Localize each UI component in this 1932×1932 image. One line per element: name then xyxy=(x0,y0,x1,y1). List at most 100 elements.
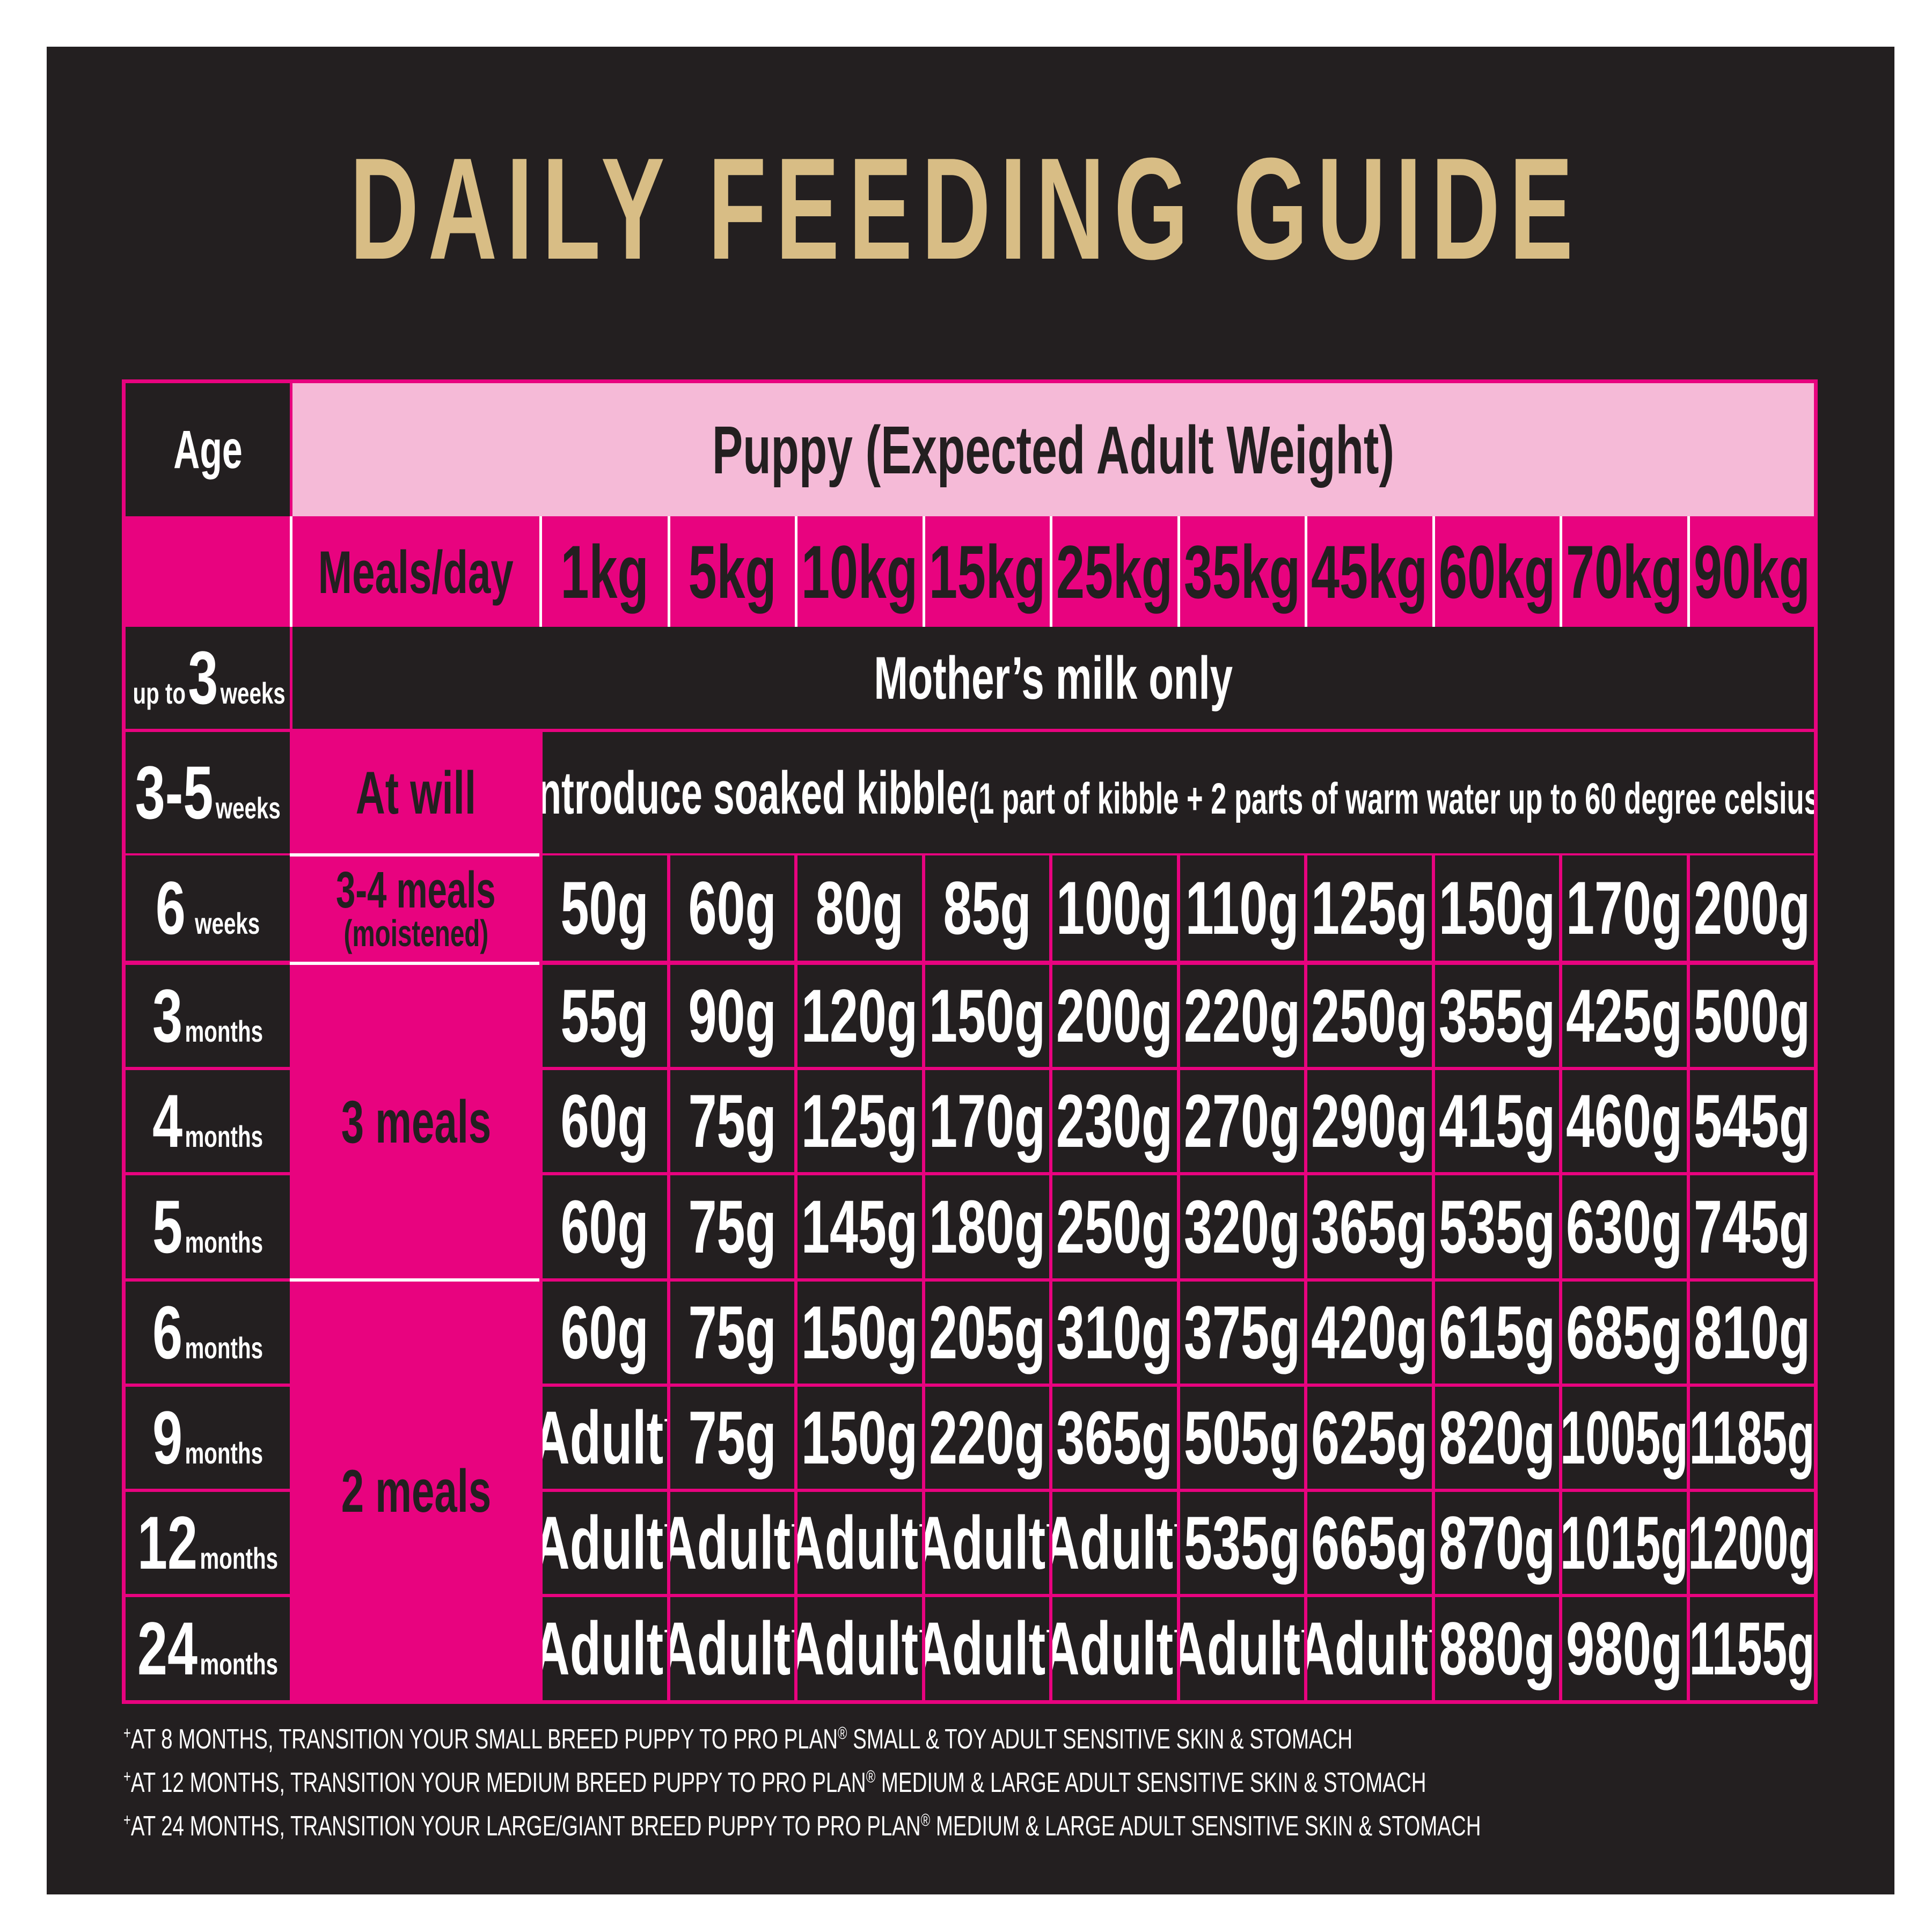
divider xyxy=(290,853,539,857)
mothers-milk-text: Mother’s milk only xyxy=(874,644,1233,712)
meals-2: 2 meals xyxy=(292,1282,539,1700)
footnote-mark: + xyxy=(1046,1507,1049,1544)
age-unit: months xyxy=(185,1331,263,1365)
mothers-milk-cell: Mother’s milk only xyxy=(292,627,1814,729)
footnote-text: AT 12 MONTHS, TRANSITION YOUR MEDIUM BRE… xyxy=(130,1767,866,1798)
divider xyxy=(1432,516,1435,627)
weight-header: 5kg xyxy=(670,521,794,624)
footnote-mark: + xyxy=(918,1613,921,1650)
feeding-amount: 80g xyxy=(797,855,922,961)
age-prefix: up to xyxy=(133,676,186,710)
feeding-amount-value: 220g xyxy=(1183,974,1300,1058)
footnote-mark: + xyxy=(663,1507,667,1544)
registered-mark: ® xyxy=(838,1723,847,1743)
header-age-label: Age xyxy=(173,419,243,480)
header-age: Age xyxy=(126,383,290,516)
divider xyxy=(1687,516,1690,627)
weight-header-label: 10kg xyxy=(801,530,918,614)
feeding-amount: 1200g xyxy=(1689,1492,1814,1594)
feeding-amount: 415g xyxy=(1435,1070,1559,1172)
feeding-amount: Adult+ xyxy=(543,1387,667,1489)
feeding-amount: 100g xyxy=(1052,855,1177,961)
feeding-amount-value: 80g xyxy=(815,866,904,950)
feeding-amount-value: 665g xyxy=(1311,1501,1428,1585)
age-row-9: 24months xyxy=(126,1597,290,1700)
divider xyxy=(290,1278,539,1282)
feeding-amount: 290g xyxy=(1307,1070,1432,1172)
feeding-amount-value: 75g xyxy=(688,1184,777,1269)
feeding-amount-value: 250g xyxy=(1311,974,1428,1058)
feeding-amount-value: 250g xyxy=(1056,1184,1173,1269)
feeding-amount-value: 180g xyxy=(928,1184,1045,1269)
age-row-6: 6months xyxy=(126,1282,290,1384)
feeding-amount: 615g xyxy=(1435,1282,1559,1384)
feeding-amount: Adult+ xyxy=(670,1597,794,1700)
feeding-amount: 685g xyxy=(1562,1282,1687,1384)
feeding-amount-value: Adult xyxy=(797,1501,919,1585)
feeding-amount: 180g xyxy=(925,1175,1049,1278)
registered-mark: ® xyxy=(866,1767,876,1786)
divider xyxy=(922,516,925,627)
feeding-amount: 810g xyxy=(1689,1282,1814,1384)
feeding-amount-value: 60g xyxy=(560,1079,649,1163)
header-puppy-label: Puppy (Expected Adult Weight) xyxy=(712,412,1394,488)
feeding-amount: Adult+ xyxy=(670,1492,794,1594)
feeding-amount-value: 60g xyxy=(688,866,777,950)
feeding-amount-value: Adult xyxy=(1052,1606,1174,1690)
feeding-amount-value: Adult xyxy=(797,1606,919,1690)
feeding-amount: 145g xyxy=(797,1175,922,1278)
weight-header: 90kg xyxy=(1689,521,1814,624)
feeding-amount-value: 535g xyxy=(1438,1184,1555,1269)
header-puppy: Puppy (Expected Adult Weight) xyxy=(292,383,1814,516)
age-unit: months xyxy=(185,1225,263,1259)
age-unit: weeks xyxy=(195,906,260,940)
feeding-amount: 170g xyxy=(925,1070,1049,1172)
feeding-amount: 535g xyxy=(1435,1175,1559,1278)
feeding-amount-value: 310g xyxy=(1056,1290,1173,1374)
feeding-amount: 150g xyxy=(797,1387,922,1489)
weight-header: 60kg xyxy=(1435,521,1559,624)
feeding-amount: 1155g xyxy=(1689,1597,1814,1700)
footnote-mark: + xyxy=(123,1723,131,1743)
feeding-amount: 150g xyxy=(797,1282,922,1384)
feeding-amount: 60g xyxy=(543,1282,667,1384)
feeding-amount: 375g xyxy=(1180,1282,1304,1384)
age-unit: months xyxy=(185,1119,263,1153)
weight-header: 10kg xyxy=(797,521,922,624)
feeding-amount-value: 150g xyxy=(928,974,1045,1058)
divider xyxy=(290,516,292,627)
feeding-amount: Adult+ xyxy=(797,1597,922,1700)
registered-mark: ® xyxy=(920,1810,931,1829)
feeding-amount-value: 270g xyxy=(1183,1079,1300,1163)
feeding-amount-value: 220g xyxy=(928,1395,1045,1480)
feeding-amount-value: 365g xyxy=(1056,1395,1173,1480)
feeding-amount: 310g xyxy=(1052,1282,1177,1384)
weight-header: 1kg xyxy=(543,521,667,624)
age-number: 24 xyxy=(137,1606,198,1690)
feeding-amount-value: 150g xyxy=(1438,866,1555,950)
age-number: 3 xyxy=(152,974,183,1058)
weight-header-label: 35kg xyxy=(1183,530,1300,614)
footnote-mark: + xyxy=(663,1613,667,1650)
feeding-amount-value: 120g xyxy=(801,974,918,1058)
footnote-mark: + xyxy=(123,1767,131,1786)
feeding-amount-value: 630g xyxy=(1566,1184,1683,1269)
feeding-amount: 820g xyxy=(1435,1387,1559,1489)
feeding-amount: 55g xyxy=(543,965,667,1067)
feeding-amount: 220g xyxy=(1180,965,1304,1067)
footnote-mark: + xyxy=(123,1810,131,1829)
footnote-text: MEDIUM & LARGE ADULT SENSITIVE SKIN & ST… xyxy=(930,1811,1481,1842)
feeding-amount-value: 745g xyxy=(1693,1184,1810,1269)
feeding-amount: 1015g xyxy=(1562,1492,1687,1594)
feeding-amount-value: 100g xyxy=(1056,866,1173,950)
age-number: 5 xyxy=(152,1184,183,1269)
feeding-amount-value: 125g xyxy=(801,1079,918,1163)
feeding-amount-value: 1200g xyxy=(1689,1501,1814,1585)
age-number: 9 xyxy=(152,1395,183,1480)
meals-3-4: 3-4 meals (moistened) xyxy=(292,857,539,962)
age-row-7: 9months xyxy=(126,1387,290,1489)
age-number: 3 xyxy=(187,635,218,720)
feeding-amount-value: 880g xyxy=(1438,1606,1555,1690)
feeding-amount: 200g xyxy=(1052,965,1177,1067)
soaked-kibble-cell: Introduce soaked kibble (1 part of kibbl… xyxy=(543,732,1814,853)
